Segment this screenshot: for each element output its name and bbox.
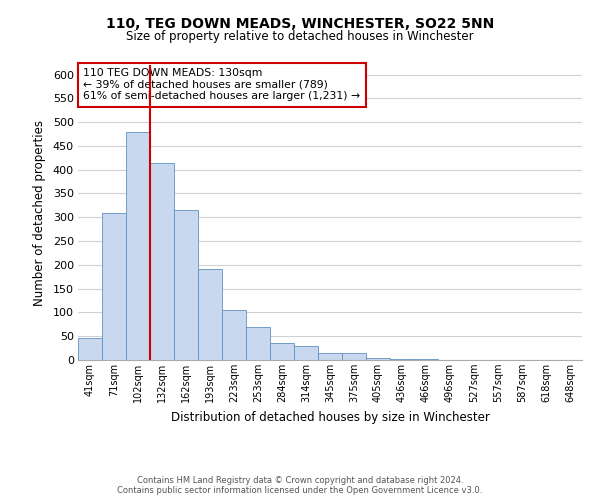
Text: Contains HM Land Registry data © Crown copyright and database right 2024.: Contains HM Land Registry data © Crown c… — [137, 476, 463, 485]
Text: 110, TEG DOWN MEADS, WINCHESTER, SO22 5NN: 110, TEG DOWN MEADS, WINCHESTER, SO22 5N… — [106, 18, 494, 32]
Text: 110 TEG DOWN MEADS: 130sqm
← 39% of detached houses are smaller (789)
61% of sem: 110 TEG DOWN MEADS: 130sqm ← 39% of deta… — [83, 68, 360, 101]
Bar — [102, 212, 126, 360]
Bar — [150, 162, 174, 360]
Bar — [342, 354, 366, 360]
Text: Size of property relative to detached houses in Winchester: Size of property relative to detached ho… — [126, 30, 474, 43]
Bar — [78, 338, 102, 360]
Bar — [126, 132, 150, 360]
Bar — [246, 327, 270, 360]
Bar — [198, 268, 222, 360]
Bar — [390, 358, 414, 360]
Bar — [222, 310, 246, 360]
Y-axis label: Number of detached properties: Number of detached properties — [33, 120, 46, 306]
Bar — [174, 210, 198, 360]
Bar — [366, 358, 390, 360]
Bar — [318, 354, 342, 360]
Bar — [414, 359, 438, 360]
Bar — [294, 346, 318, 360]
Bar — [270, 344, 294, 360]
Text: Contains public sector information licensed under the Open Government Licence v3: Contains public sector information licen… — [118, 486, 482, 495]
X-axis label: Distribution of detached houses by size in Winchester: Distribution of detached houses by size … — [170, 410, 490, 424]
